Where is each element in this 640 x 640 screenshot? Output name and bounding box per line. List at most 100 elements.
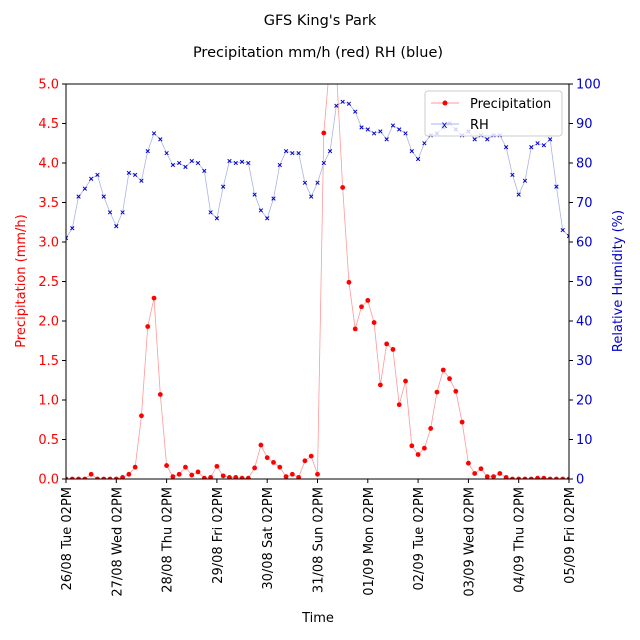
precipitation-point xyxy=(189,472,195,478)
precipitation-point xyxy=(283,474,289,479)
right-y-tick-label: 100 xyxy=(576,78,601,93)
precipitation-point xyxy=(227,475,232,479)
precipitation-point xyxy=(208,475,214,479)
right-y-tick-label: 30 xyxy=(576,354,593,369)
rh-point xyxy=(221,184,226,189)
x-tick-label: 27/08 Wed 02PM xyxy=(110,487,125,597)
rh-point xyxy=(246,160,251,166)
rh-point xyxy=(114,224,119,229)
rh-point xyxy=(340,99,345,104)
precipitation-point xyxy=(145,324,151,329)
rh-point xyxy=(371,131,377,136)
precipitation-point xyxy=(409,443,415,449)
precipitation-point xyxy=(547,476,553,479)
x-tick-label: 03/09 Wed 02PM xyxy=(462,487,477,597)
rh-point xyxy=(151,131,157,136)
precipitation-point xyxy=(66,476,69,479)
precipitation-point xyxy=(459,419,465,425)
rh-point xyxy=(529,145,534,150)
rh-point xyxy=(101,194,106,199)
precipitation-point xyxy=(76,476,81,479)
precipitation-point xyxy=(334,66,339,71)
rh-point xyxy=(403,131,408,136)
x-tick-label: 26/08 Tue 02PM xyxy=(60,487,75,591)
rh-point xyxy=(189,158,194,164)
rh-point xyxy=(227,158,232,164)
precipitation-point xyxy=(139,413,144,419)
x-tick-label: 02/09 Tue 02PM xyxy=(412,487,427,591)
rh-point xyxy=(535,141,540,146)
left-y-tick-label: 0.5 xyxy=(38,433,59,448)
rh-point xyxy=(384,137,389,142)
precipitation-point xyxy=(352,326,358,332)
precipitation-point xyxy=(88,471,94,477)
rh-series xyxy=(66,99,569,241)
rh-point xyxy=(516,192,521,197)
rh-point xyxy=(277,162,282,168)
x-tick-label: 31/08 Sun 02PM xyxy=(312,487,327,593)
right-y-tick-label: 0 xyxy=(576,473,584,488)
rh-point xyxy=(107,210,113,215)
precipitation-point xyxy=(491,474,496,479)
rh-point xyxy=(183,164,188,170)
precipitation-point xyxy=(365,298,371,303)
right-y-tick-label: 40 xyxy=(576,315,593,330)
rh-point xyxy=(321,160,326,166)
rh-point xyxy=(415,156,421,162)
legend-rh-label: RH xyxy=(470,118,489,133)
rh-point xyxy=(133,172,138,178)
precipitation-point xyxy=(195,469,201,475)
precipitation-point xyxy=(466,460,471,466)
left-y-tick-label: 2.0 xyxy=(38,315,59,330)
rh-point xyxy=(390,123,396,128)
left-y-tick-label: 2.5 xyxy=(38,275,59,290)
left-y-axis-label: Precipitation (mm/h) xyxy=(14,214,29,347)
rh-point xyxy=(233,160,238,166)
precipitation-point xyxy=(503,475,509,479)
precipitation-point xyxy=(252,465,258,471)
precipitation-point xyxy=(176,471,182,477)
left-y-tick-label: 3.5 xyxy=(38,196,59,211)
left-y-tick-label: 4.0 xyxy=(38,157,59,172)
rh-point xyxy=(378,129,383,134)
precipitation-point xyxy=(396,402,402,408)
precipitation-point xyxy=(566,476,569,479)
precipitation-point xyxy=(214,463,220,469)
precipitation-point xyxy=(277,464,283,470)
precipitation-point xyxy=(516,476,522,479)
rh-point xyxy=(334,103,339,108)
precipitation-point xyxy=(151,295,157,301)
precipitation-point xyxy=(340,185,346,190)
precipitation-point xyxy=(289,471,295,477)
left-y-tick-label: 0.0 xyxy=(38,473,59,488)
rh-point xyxy=(202,168,207,174)
precipitation-point xyxy=(384,341,390,347)
precipitation-point xyxy=(497,471,503,476)
rh-point xyxy=(271,196,276,201)
rh-point xyxy=(158,137,163,142)
precipitation-point xyxy=(453,388,459,394)
rh-point xyxy=(302,180,308,185)
x-tick-label: 29/08 Fri 02PM xyxy=(211,487,226,584)
precipitation-point xyxy=(403,378,408,384)
precipitation-point xyxy=(421,445,427,451)
rh-point xyxy=(70,226,75,231)
precipitation-point xyxy=(371,320,377,325)
rh-point xyxy=(472,137,477,142)
rh-point xyxy=(290,150,295,156)
rh-point xyxy=(76,194,81,199)
rh-point xyxy=(66,235,69,241)
precipitation-point xyxy=(233,475,239,479)
precipitation-point xyxy=(296,475,302,479)
rh-point xyxy=(195,160,201,166)
precipitation-point xyxy=(315,471,320,477)
rh-point xyxy=(145,148,150,154)
rh-point xyxy=(126,170,132,176)
rh-point xyxy=(95,172,100,178)
precipitation-point xyxy=(183,464,188,470)
precipitation-point xyxy=(302,458,308,464)
x-axis-label: Time xyxy=(301,611,334,626)
precipitation-point xyxy=(239,475,245,479)
precipitation-point xyxy=(510,476,515,479)
